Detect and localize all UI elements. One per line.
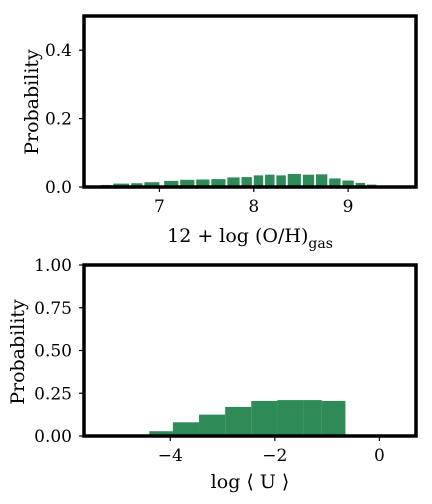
histogram-bar bbox=[225, 406, 252, 436]
y-tick-label: 0.50 bbox=[34, 342, 72, 362]
y-tick-label: 0.75 bbox=[34, 299, 72, 319]
histogram-bar bbox=[316, 174, 328, 187]
x-tick-label: 8 bbox=[248, 197, 259, 217]
x-tick-label: 7 bbox=[154, 197, 165, 217]
axes-frame-bottom bbox=[82, 263, 418, 438]
histogram-bar bbox=[355, 182, 366, 187]
x-tick-label: −2 bbox=[262, 446, 287, 466]
y-tick-label: 1.00 bbox=[34, 256, 72, 276]
histogram-bar bbox=[144, 182, 160, 187]
histogram-bar bbox=[199, 414, 226, 437]
histogram-bar bbox=[180, 179, 195, 187]
x-tick-label: −4 bbox=[158, 446, 183, 466]
x-axis-label-bottom: log ⟨ U ⟩ bbox=[211, 471, 290, 493]
histogram-bar bbox=[276, 175, 286, 187]
histogram-bar bbox=[172, 422, 200, 436]
histogram-bar bbox=[277, 400, 304, 436]
y-tick-label: 0.00 bbox=[34, 427, 72, 447]
histogram-bar bbox=[321, 400, 346, 436]
y-ticks-bottom: 0.00 0.25 0.50 0.75 1.00 bbox=[34, 256, 84, 447]
histogram-bar bbox=[251, 400, 278, 436]
x-ticks-top: 7 8 9 bbox=[154, 187, 354, 217]
histogram-bars-top bbox=[100, 174, 386, 187]
y-tick-label: 0.0 bbox=[45, 178, 72, 198]
histogram-bar bbox=[227, 177, 240, 187]
histogram-bar bbox=[253, 175, 264, 187]
y-tick-label: 0.25 bbox=[34, 384, 72, 404]
histogram-bar bbox=[303, 400, 322, 436]
histogram-bar bbox=[287, 174, 301, 187]
panel-top: 7 8 9 0.0 0.2 0.4 12 + log (O/H)gas Probabil… bbox=[21, 14, 418, 252]
histogram-bar bbox=[329, 178, 341, 187]
y-axis-label-bottom: Probability bbox=[7, 299, 29, 405]
histogram-bars-bottom bbox=[149, 400, 346, 437]
x-axis-label-top: 12 + log (O/H)gas bbox=[167, 225, 333, 252]
y-tick-label: 0.4 bbox=[45, 41, 72, 61]
panel-bottom: −4 −2 0 0.00 0.25 0.50 0.75 1.00 log ⟨ U ⟩ Pro… bbox=[7, 256, 418, 493]
x-ticks-bottom: −4 −2 0 bbox=[158, 436, 385, 466]
histogram-bar bbox=[265, 174, 275, 187]
x-tick-label: 9 bbox=[343, 197, 354, 217]
axes-frame-top bbox=[82, 14, 418, 189]
histogram-bar bbox=[131, 183, 143, 187]
histogram-bar bbox=[342, 180, 354, 187]
histogram-bar bbox=[149, 431, 173, 436]
histogram-bar bbox=[196, 179, 210, 187]
y-axis-label-top: Probability bbox=[21, 49, 43, 155]
y-tick-label: 0.2 bbox=[45, 110, 72, 130]
histogram-bar bbox=[211, 179, 226, 187]
histogram-bar bbox=[302, 174, 315, 187]
x-tick-label: 0 bbox=[374, 446, 385, 466]
histogram-bar bbox=[241, 177, 252, 187]
y-ticks-top: 0.0 0.2 0.4 bbox=[45, 41, 84, 198]
histogram-bar bbox=[164, 180, 179, 187]
